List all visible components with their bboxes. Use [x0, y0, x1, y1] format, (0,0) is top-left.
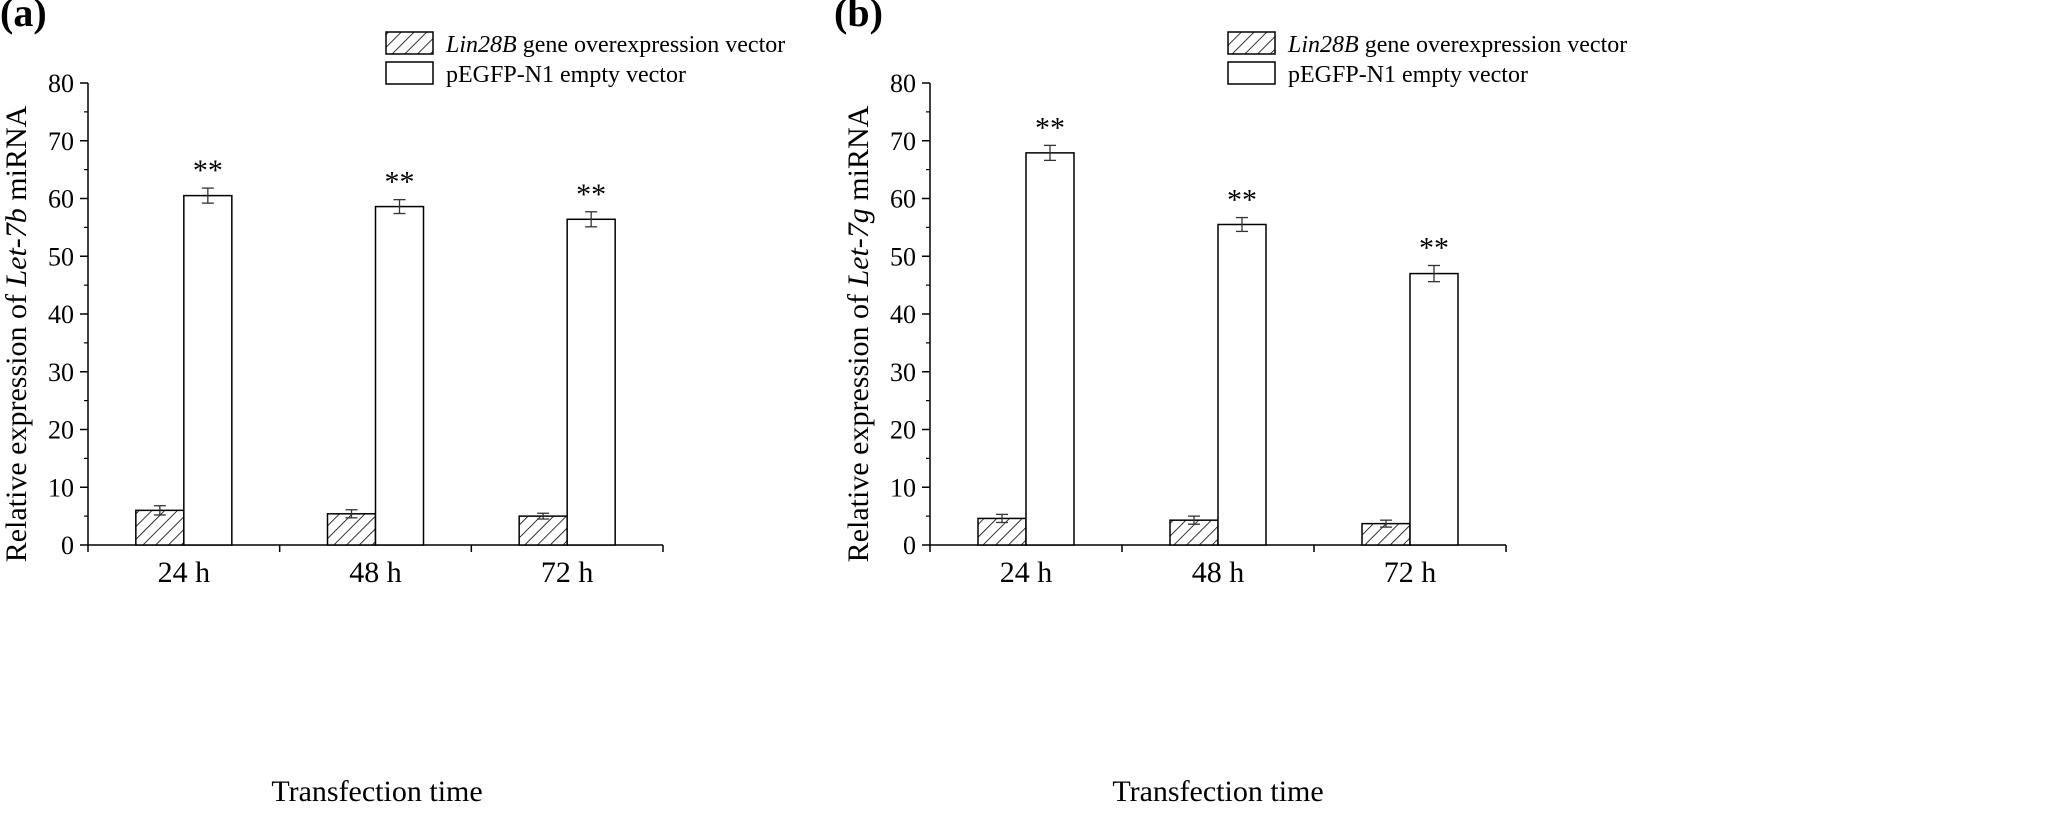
- legend-label-2: pEGFP-N1 empty vector: [446, 62, 686, 88]
- y-tick-label: 30: [48, 358, 74, 387]
- bar-series-2: [374, 205, 425, 546]
- bar-series-2: [566, 218, 616, 546]
- y-tick-label: 0: [903, 531, 916, 560]
- y-tick-label: 80: [48, 69, 74, 98]
- bar-series-2: [183, 194, 233, 546]
- y-tick-label: 60: [48, 185, 74, 214]
- bar-series-2: [1217, 223, 1267, 546]
- legend-text-rest: pEGFP-N1 empty vector: [446, 62, 686, 88]
- legend-label-2: pEGFP-N1 empty vector: [1288, 62, 1528, 88]
- panel-label: (a): [0, 0, 47, 35]
- y-tick-label: 10: [890, 473, 916, 502]
- y-tick-label: 0: [61, 531, 74, 560]
- y-tick-label: 50: [48, 242, 74, 271]
- legend-text-rest: pEGFP-N1 empty vector: [1288, 62, 1528, 88]
- x-tick-label: 24 h: [158, 556, 211, 589]
- significance-marker: **: [385, 166, 415, 199]
- x-tick-label: 72 h: [541, 556, 594, 589]
- legend-label-1: Lin28B gene overexpression vector: [1287, 32, 1627, 58]
- x-tick-label: 24 h: [1000, 556, 1053, 589]
- x-axis-title: Transfection time: [1112, 775, 1323, 808]
- bar-series-2: [1409, 272, 1459, 546]
- legend-text-rest: gene overexpression vector: [517, 32, 786, 58]
- x-tick-label: 72 h: [1384, 556, 1437, 589]
- legend-gene-name: Lin28B: [445, 32, 517, 58]
- legend-gene-name: Lin28B: [1287, 32, 1359, 58]
- x-tick-label: 48 h: [349, 556, 402, 589]
- significance-marker: **: [576, 178, 606, 211]
- y-tick-label: 30: [890, 358, 916, 387]
- y-tick-label: 40: [890, 300, 916, 329]
- y-axis-title-gene: Let-7g: [842, 208, 875, 287]
- x-axis-title: Transfection time: [271, 775, 482, 808]
- y-tick-label: 10: [48, 473, 74, 502]
- y-tick-label: 80: [890, 69, 916, 98]
- significance-marker: **: [1419, 231, 1449, 264]
- panel-b: (b) 0 10 20 30 40 50 60 70 80 ** 24 h ** 48 h ** 72 h Tr…: [834, 0, 1627, 808]
- y-axis-title-prefix: Relative expression of: [0, 287, 33, 563]
- x-tick-label: 48 h: [1192, 556, 1245, 589]
- significance-marker: **: [193, 154, 223, 187]
- y-tick-label: 20: [48, 416, 74, 445]
- legend-text-rest: gene overexpression vector: [1359, 32, 1628, 58]
- legend-swatch-1: [385, 31, 434, 55]
- significance-marker: **: [1035, 111, 1065, 144]
- legend-swatch-2: [385, 61, 434, 85]
- y-tick-label: 70: [890, 127, 916, 156]
- y-tick-label: 40: [48, 300, 74, 329]
- bar-series-1: [326, 513, 377, 546]
- bar-series-1: [518, 515, 568, 546]
- significance-marker: **: [1227, 184, 1257, 217]
- legend-label-1: Lin28B gene overexpression vector: [445, 32, 785, 58]
- y-axis-title-suffix: miRNA: [0, 105, 33, 208]
- y-axis-title-prefix: Relative expression of: [842, 287, 875, 563]
- legend-swatch-1: [1227, 31, 1276, 55]
- bar-series-2: [1025, 152, 1075, 546]
- y-axis-title: Relative expression of Let-7b miRNA: [0, 105, 33, 562]
- panel-a: (a) 0 10 20 30 40 50 60 70 80 ** 24 h ** 48 h ** 72 h Tr…: [0, 0, 785, 808]
- y-axis-title-suffix: miRNA: [842, 105, 875, 208]
- panel-label: (b): [834, 0, 883, 35]
- bar-series-1: [135, 509, 185, 546]
- y-tick-label: 60: [890, 185, 916, 214]
- y-tick-label: 20: [890, 416, 916, 445]
- y-axis-title: Relative expression of Let-7g miRNA: [842, 105, 875, 562]
- y-axis-title-gene: Let-7b: [0, 208, 33, 287]
- legend-swatch-2: [1227, 61, 1276, 85]
- y-tick-label: 50: [890, 242, 916, 271]
- y-tick-label: 70: [48, 127, 74, 156]
